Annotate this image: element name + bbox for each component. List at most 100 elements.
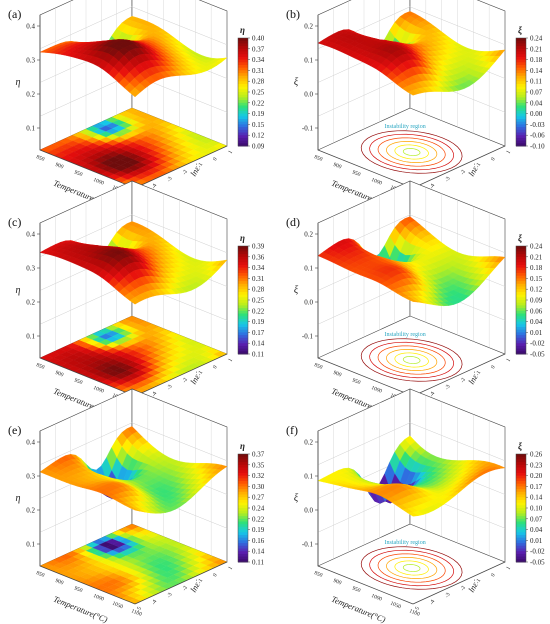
colorbar-segment [238, 318, 248, 323]
colorbar-tick-label: 0.23 [530, 461, 543, 469]
colorbar-segment [238, 86, 248, 90]
panel-4: 0.10.20.30.4η850900950100010501100Temper… [8, 388, 265, 624]
z-tick-label: 0.1 [304, 265, 313, 273]
colorbar-segment [516, 59, 526, 63]
z-tick-label: 0.1 [26, 541, 35, 549]
x-tick-label: 850 [313, 362, 323, 371]
colorbar-segment [516, 348, 526, 352]
y-tick-label: -3 [166, 384, 174, 391]
colorbar-segment [238, 556, 248, 560]
colorbar-segment [516, 329, 526, 333]
contour-line [360, 130, 463, 174]
colorbar-tick-label: 0.17 [530, 483, 543, 491]
colorbar-tick-label: 0.15 [530, 275, 543, 283]
colorbar-segment [516, 483, 526, 487]
colorbar-segment [516, 62, 526, 66]
colorbar-segment [238, 462, 248, 466]
colorbar-segment [238, 73, 248, 77]
colorbar-segment [516, 305, 526, 309]
colorbar-segment [238, 310, 248, 314]
colorbar-segment [516, 340, 526, 344]
colorbar-segment [238, 497, 248, 501]
colorbar-segment [238, 335, 248, 339]
colorbar-segment [516, 116, 526, 120]
colorbar-segment [238, 97, 248, 101]
z-tick-label: 0.3 [26, 265, 35, 273]
z-tick-label: 0.2 [26, 299, 35, 307]
colorbar-segment [516, 489, 526, 493]
colorbar-segment [238, 262, 248, 266]
x-axis-line [317, 565, 414, 605]
colorbar-tick-label: 0.28 [252, 78, 265, 86]
colorbar-segment [516, 113, 526, 117]
colorbar-segment [238, 489, 248, 493]
colorbar-tick-label: 0.04 [530, 526, 543, 534]
y-tick-label: 1 [228, 565, 235, 571]
colorbar-segment [516, 51, 526, 55]
surface [317, 216, 506, 307]
z-axis-title: η [16, 493, 21, 504]
colorbar-segment [238, 475, 248, 479]
contour-line [402, 356, 421, 364]
colorbar-segment [238, 483, 248, 487]
y-tick-label: 1 [228, 149, 235, 155]
colorbar-segment [516, 273, 526, 277]
colorbar-tick-label: 0.27 [252, 494, 265, 502]
colorbar-segment [238, 110, 248, 115]
colorbar-tick-label: 0.25 [252, 297, 265, 305]
panel-1: Instability region -0.1 0.0 0.1 0.2 ξ 850 900 95… [286, 0, 545, 209]
colorbar-tick-label: 0.09 [252, 143, 265, 151]
y-tick-label: -4 [429, 599, 437, 606]
z-tick-label: 0.2 [26, 507, 35, 515]
panel-5: Instability region -0.1 0.0 0.1 0.2 ξ 850 900 95… [286, 388, 545, 624]
colorbar-segment [516, 81, 526, 85]
colorbar-segment [516, 281, 526, 285]
colorbar-title: η [240, 25, 245, 35]
x-axis-line [317, 357, 414, 397]
colorbar-segment [238, 81, 248, 85]
colorbar-segment [238, 278, 248, 282]
colorbar-segment [238, 94, 248, 98]
colorbar-tick-label: -0.05 [530, 351, 545, 359]
x-tick-label: 900 [54, 578, 64, 587]
x-tick-label: 950 [73, 585, 83, 594]
surface-patch [129, 87, 141, 98]
y-tick-label: -3 [444, 176, 452, 183]
colorbar-segment [516, 140, 526, 144]
x-tick-label: 850 [35, 570, 45, 579]
colorbar-segment [516, 556, 526, 560]
colorbar-segment [516, 464, 526, 468]
colorbar-segment [238, 270, 248, 274]
colorbar-tick-label: 0.31 [252, 275, 265, 283]
z-tick-label: 0.2 [304, 23, 313, 31]
x-tick-label: 850 [313, 570, 323, 579]
x-tick-label: 1050 [389, 601, 402, 611]
z-tick-label: 0.0 [304, 91, 313, 99]
colorbar-segment [238, 135, 248, 139]
y-tick-label: 1 [506, 357, 513, 363]
panel-3: Instability region -0.1 0.0 0.1 0.2 ξ 850 900 95… [286, 180, 545, 417]
colorbar-segment [516, 119, 526, 123]
colorbar-tick-label: 0.26 [530, 451, 543, 459]
x-tick-label: 1100 [130, 608, 142, 618]
contour-line [369, 549, 455, 587]
colorbar-tick-label: 0.06 [530, 307, 543, 315]
colorbar-segment [238, 535, 248, 539]
colorbar-segment [516, 324, 526, 328]
colorbar-segment [238, 121, 248, 125]
x-tick-label: 1000 [370, 385, 383, 395]
colorbar-segment [238, 559, 248, 563]
colorbar-segment [516, 135, 526, 139]
colorbar-segment [516, 275, 526, 279]
colorbar-segment [516, 300, 526, 304]
colorbar-tick-label: 0.24 [252, 505, 265, 513]
y-axis-line [134, 145, 228, 189]
colorbar-segment [238, 54, 248, 58]
colorbar-tick-label: 0.14 [252, 548, 265, 556]
y-tick-label: 0 [212, 156, 219, 162]
colorbar-segment [516, 454, 526, 458]
panel-label: (c) [8, 215, 21, 229]
colorbar-segment [238, 321, 248, 325]
colorbar-segment [516, 132, 526, 136]
colorbar-segment [238, 505, 248, 509]
